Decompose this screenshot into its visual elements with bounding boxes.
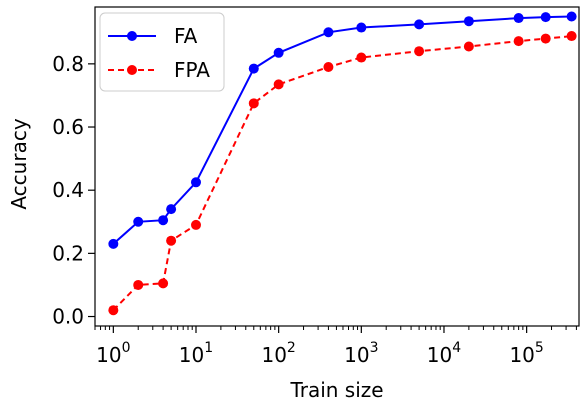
point-fpa-13 [566,31,577,42]
y-axis-title-group: Accuracy [7,118,31,209]
y-tick-label-2: 0.4 [52,178,84,202]
series-line-fpa [112,35,572,311]
x-tick-label-4: 104 [427,340,461,367]
point-fpa-6 [273,79,284,90]
point-fa-4 [190,177,201,188]
point-fa-2 [158,215,169,226]
point-fa-1 [133,216,144,227]
point-fa-0 [108,238,119,249]
legend-label-fpa: FPA [174,58,210,82]
point-fa-7 [323,27,334,38]
x-tick-label-0: 100 [96,340,130,367]
point-fpa-2 [158,278,169,289]
ticks-layer: 0.0 0.2 0.4 0.6 0.8 100 101 102 103 104 105 [52,52,577,367]
point-fpa-7 [323,62,334,73]
point-fpa-3 [166,235,177,246]
point-fa-9 [414,19,425,30]
point-fpa-8 [356,52,367,63]
point-fpa-5 [248,98,259,109]
y-tick-label-3: 0.6 [52,115,84,139]
series-layer [108,11,577,316]
point-fa-12 [540,12,551,23]
point-fpa-1 [133,279,144,290]
x-tick-label-3: 103 [344,340,378,367]
legend: FA FPA [99,12,225,92]
point-fpa-11 [513,36,524,47]
y-tick-label-0: 0.0 [52,305,84,329]
point-fa-5 [248,63,259,74]
x-tick-label-5: 105 [509,340,543,367]
point-fa-13 [566,11,577,22]
point-fpa-10 [463,41,474,52]
point-fpa-4 [190,219,201,230]
point-fpa-9 [414,46,425,57]
y-tick-label-1: 0.2 [52,241,84,265]
plot-frame [94,6,580,327]
x-tick-label-2: 102 [261,340,295,367]
y-tick-label-4: 0.8 [52,52,84,76]
point-fa-8 [356,22,367,33]
point-fpa-0 [108,305,119,316]
point-fa-11 [513,13,524,24]
legend-marker-fpa [127,65,137,75]
point-fa-3 [166,204,177,215]
x-tick-label-1: 101 [179,340,213,367]
point-fa-10 [463,16,474,27]
point-fa-6 [273,47,284,58]
legend-label-fa: FA [174,24,198,48]
legend-marker-fa [127,31,137,41]
x-axis-title: Train size [289,378,383,402]
y-axis-title: Accuracy [7,118,31,209]
point-fpa-12 [540,33,551,44]
